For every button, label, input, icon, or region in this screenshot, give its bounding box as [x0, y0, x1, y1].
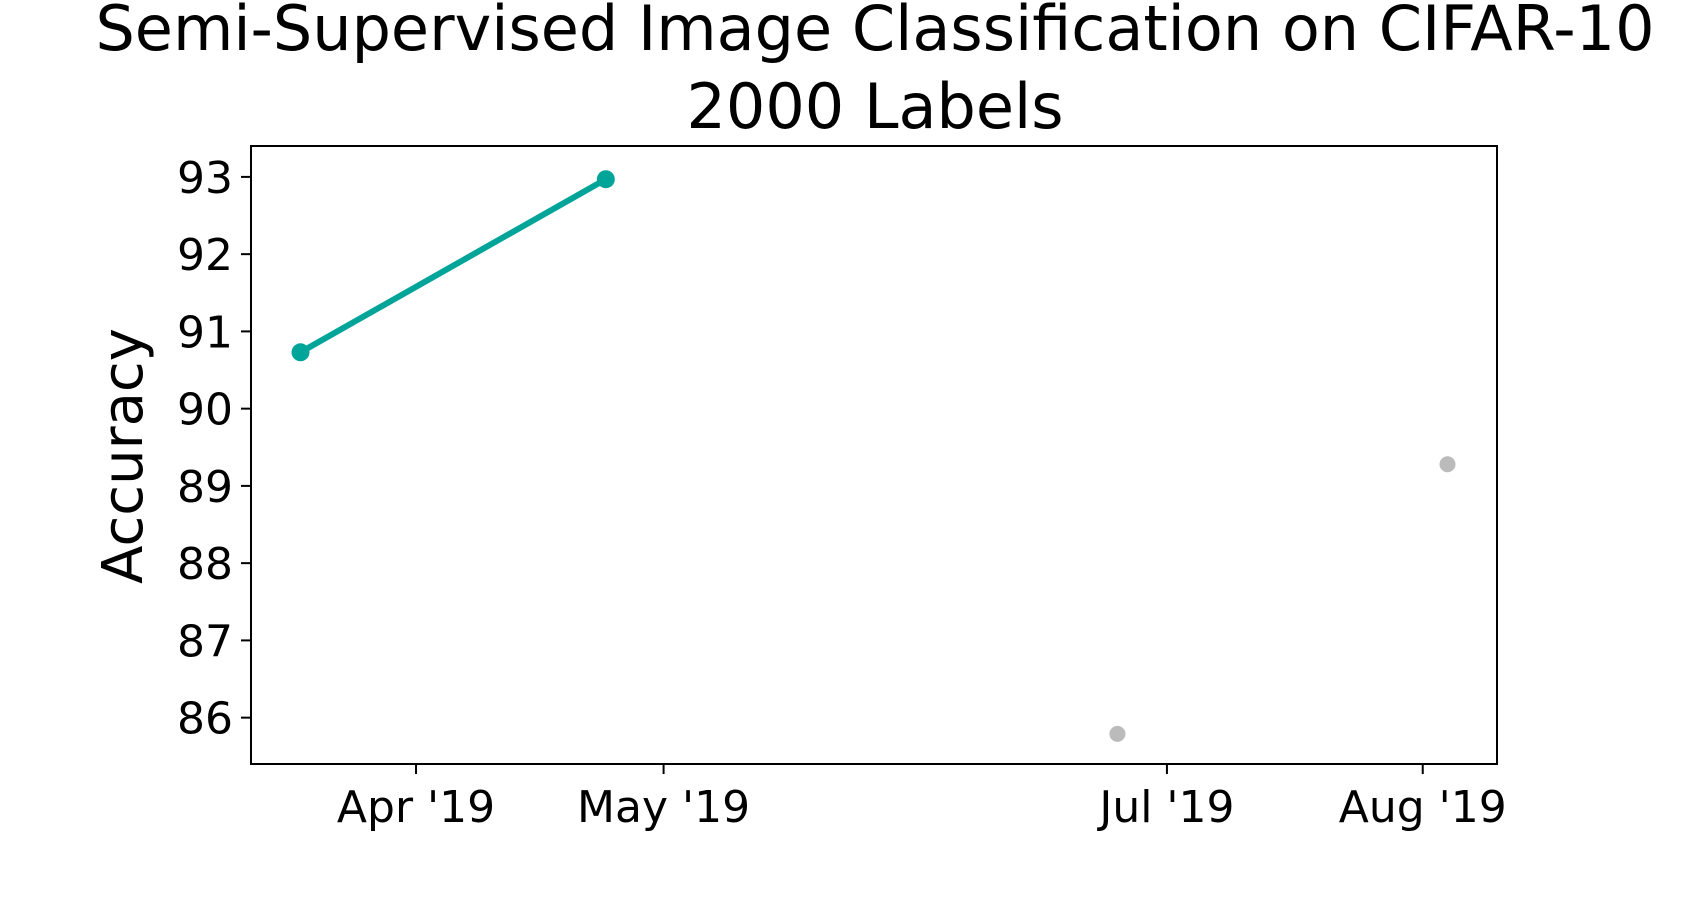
- chart-title-line1: Semi-Supervised Image Classification on …: [95, 0, 1654, 65]
- data-point: [1439, 456, 1456, 473]
- y-tick-label: 93: [177, 153, 233, 204]
- x-tick-label: Jul '19: [1096, 782, 1234, 833]
- x-tick-label: Aug '19: [1339, 782, 1507, 833]
- y-tick-label: 87: [177, 616, 233, 667]
- series-line: [297, 176, 609, 356]
- y-tick-label: 91: [177, 307, 233, 358]
- x-axis: Apr '19 May '19 Jul '19 Aug '19: [337, 764, 1507, 833]
- y-axis-label: Accuracy: [91, 328, 156, 584]
- series-layer: [291, 170, 1456, 742]
- x-tick-label: May '19: [577, 782, 750, 833]
- y-tick-label: 90: [177, 385, 233, 436]
- chart-title-line2: 2000 Labels: [686, 70, 1063, 143]
- y-tick-label: 92: [177, 230, 233, 281]
- y-axis: 86 87 88 89 90 91 92 93: [177, 153, 251, 745]
- data-point: [596, 170, 615, 189]
- plot-area: [250, 145, 1498, 765]
- y-tick-label: 88: [177, 539, 233, 590]
- data-point: [1109, 725, 1126, 742]
- x-tick-label: Apr '19: [337, 782, 495, 833]
- y-tick-label: 89: [177, 462, 233, 513]
- y-tick-label: 86: [177, 694, 233, 745]
- data-point: [291, 343, 310, 362]
